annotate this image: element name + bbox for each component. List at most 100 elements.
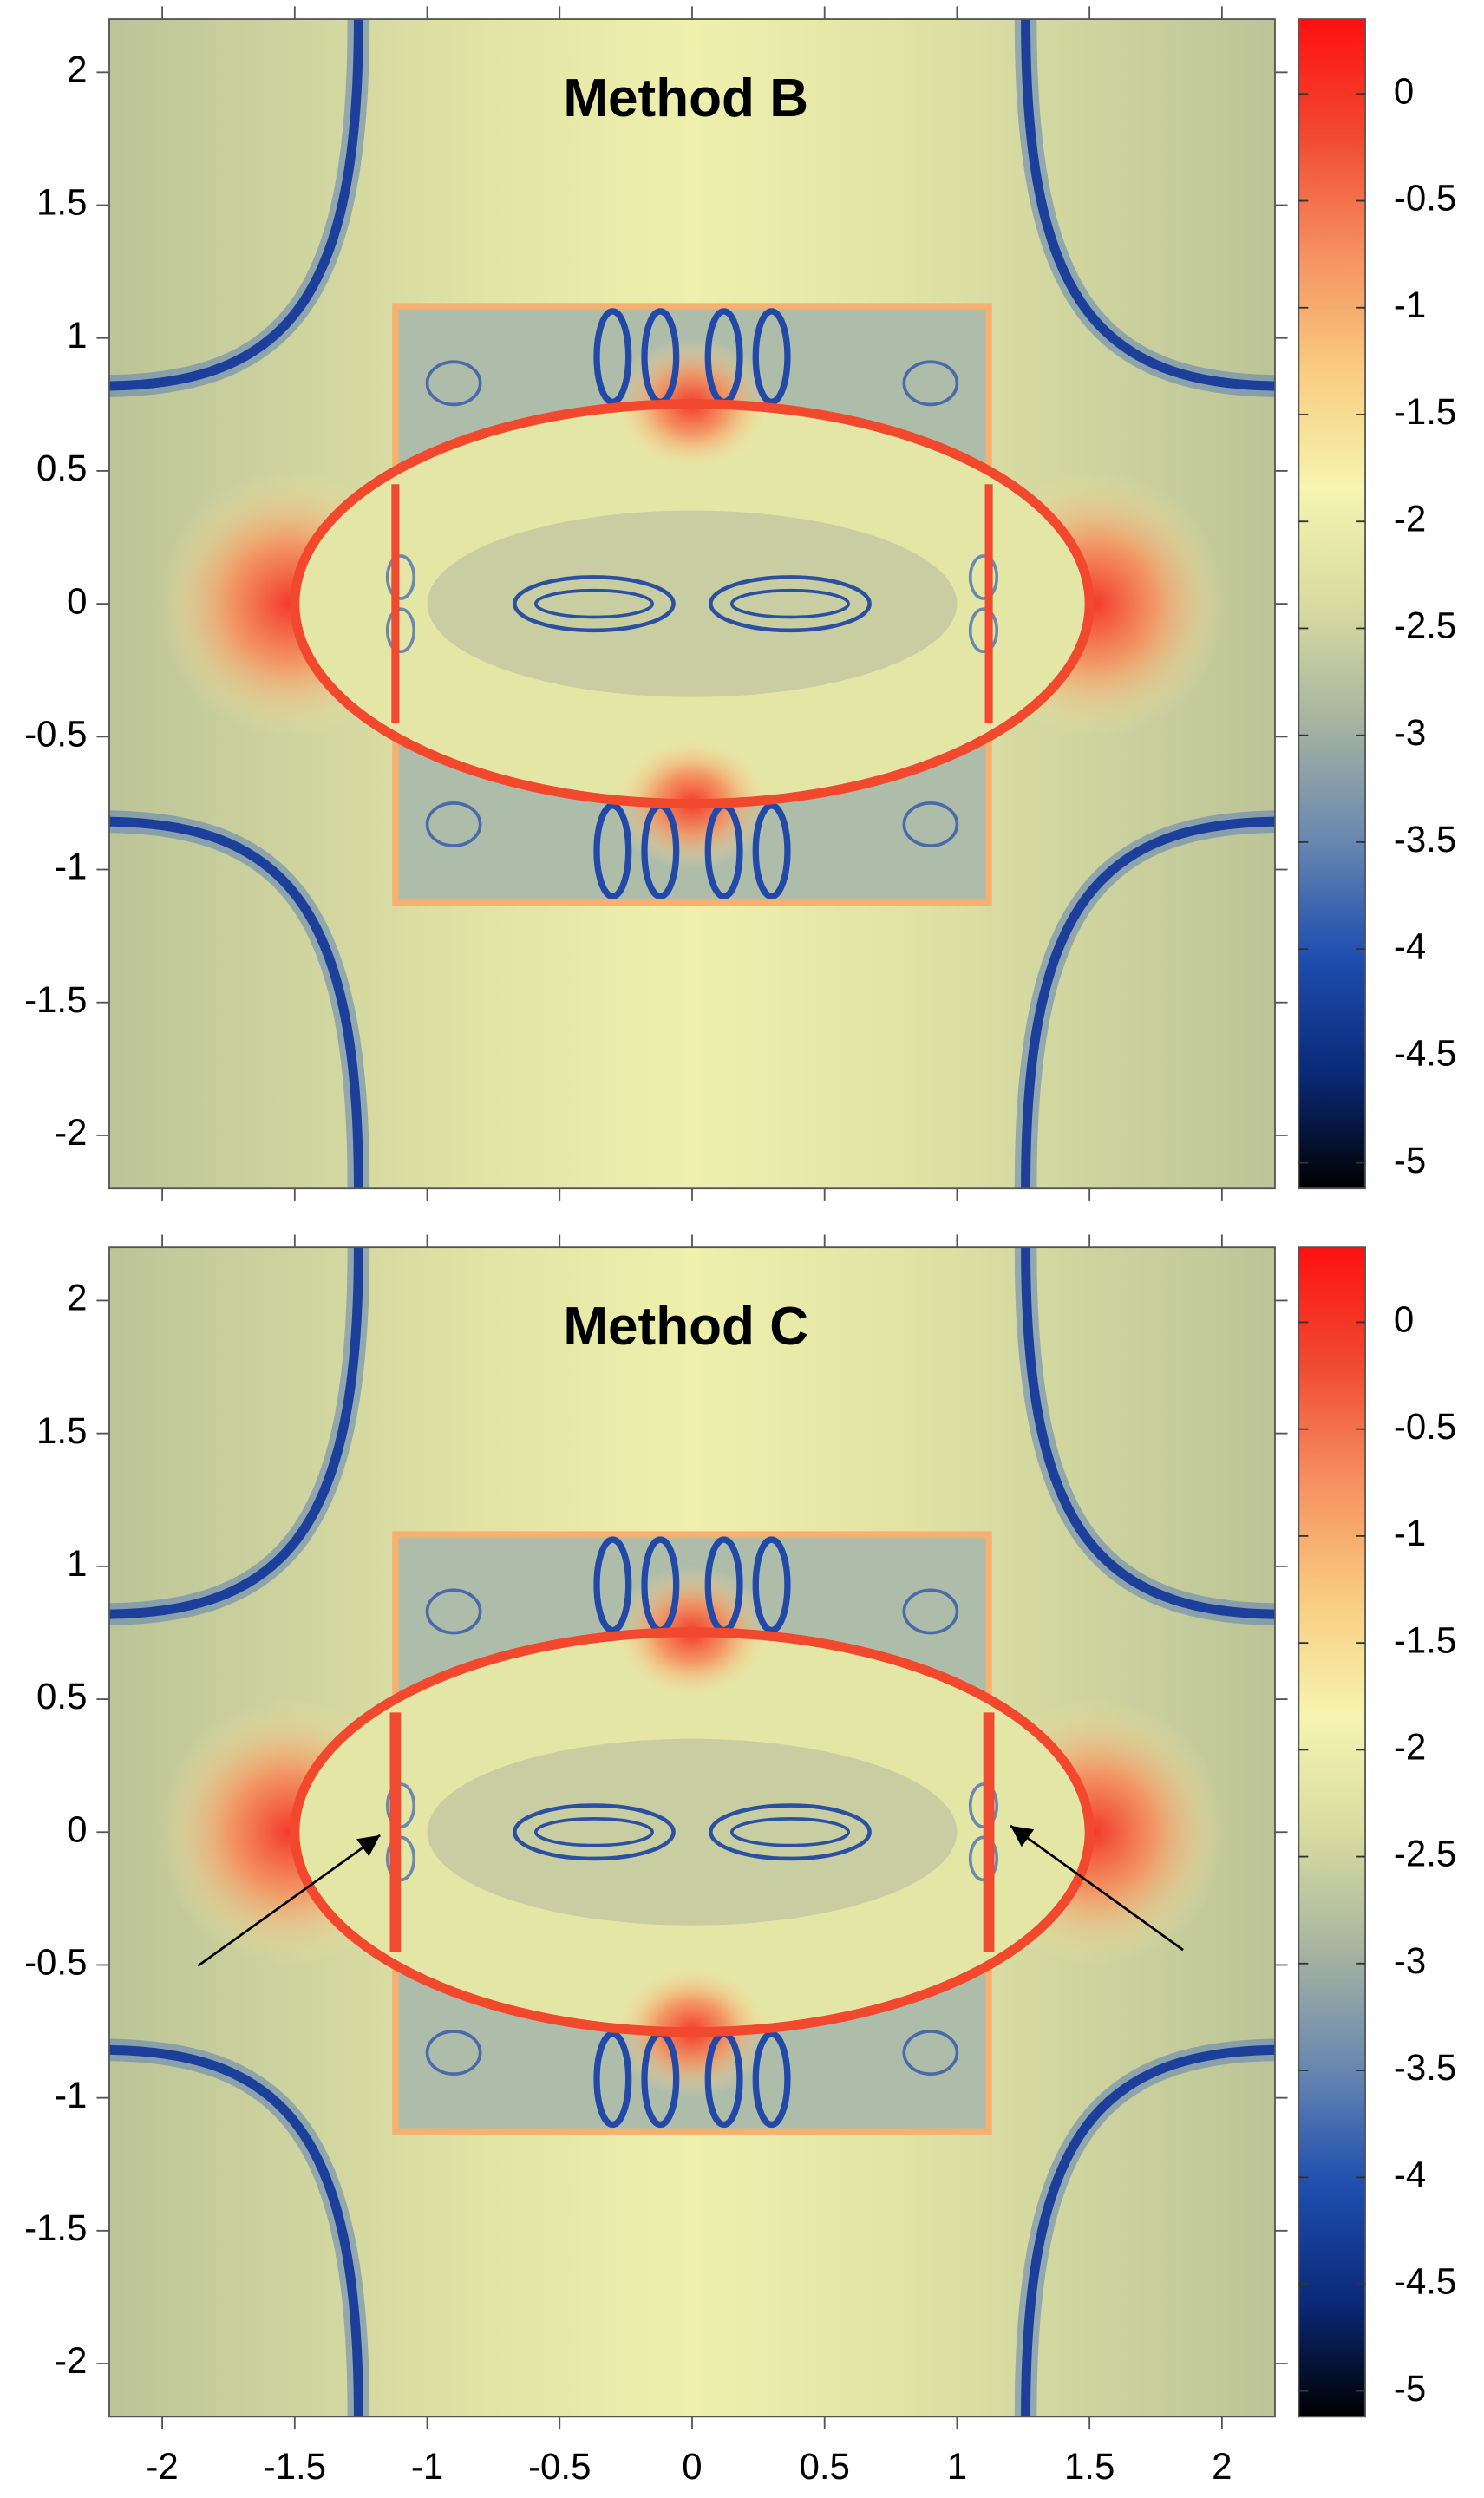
colorbar-tick-label: -1.5: [1394, 391, 1456, 432]
y-tick-label: 0.5: [36, 1676, 87, 1717]
minimum-curve: [108, 1247, 363, 1619]
colorbar-tick-label: -2.5: [1394, 605, 1456, 646]
y-tick-label: -0.5: [24, 1941, 87, 1982]
loop: [385, 554, 416, 600]
inner-ellipse-core: [427, 510, 958, 697]
colorbar-tick-label: -4.5: [1394, 1032, 1456, 1073]
colorbar-tick-label: -1.5: [1394, 1619, 1456, 1660]
loop: [729, 1817, 851, 1847]
loop: [425, 2030, 482, 2076]
loop: [593, 802, 632, 899]
loop: [425, 360, 482, 407]
loop: [425, 801, 482, 847]
loop: [902, 360, 959, 407]
minimum-curve: [108, 816, 363, 1189]
y-tick-label: 0: [67, 1808, 87, 1849]
x-tick-label: 0.5: [800, 2446, 850, 2487]
arrow: [197, 1834, 382, 1967]
loop: [533, 1817, 654, 1847]
y-tick-label: 2: [67, 49, 87, 89]
y-tick-label: 1: [67, 1543, 87, 1584]
loop: [752, 1536, 791, 1634]
y-tick-label: 0.5: [36, 448, 87, 488]
colorbar-tick-label: -3: [1394, 1940, 1426, 1981]
colorbar-tick-label: -1: [1394, 284, 1426, 325]
colorbar-tick-label: 0: [1394, 70, 1414, 111]
x-tick-label: -0.5: [528, 2446, 591, 2487]
colorbar-tick-label: -2: [1394, 1726, 1426, 1767]
ridge-ellipse: [290, 1627, 1095, 2037]
loop: [593, 308, 632, 406]
minimum-curve: [1021, 19, 1275, 391]
colorbar-tick-label: -4.5: [1394, 2261, 1456, 2302]
loop: [385, 607, 416, 654]
colorbar-tick-label: -3.5: [1394, 819, 1456, 860]
y-tick-label: -0.5: [24, 713, 87, 754]
panel-title: Method B: [563, 69, 808, 128]
loop: [593, 2030, 632, 2129]
colorbar-tick-label: -3: [1394, 712, 1426, 753]
panel: Method C -2 -1.5 -1 -0.5 0 0.5 1 1.5 2 -2 -1.5 -1 -0.…: [24, 1234, 1456, 2487]
loop: [709, 575, 872, 633]
minimum-curve: [108, 2044, 363, 2417]
loop: [752, 802, 791, 899]
colorbar-tick-label: -0.5: [1394, 178, 1456, 219]
loop: [513, 575, 676, 633]
loop: [752, 2030, 791, 2129]
loop: [513, 1803, 676, 1861]
x-tick-label: 2: [1212, 2446, 1232, 2487]
panel: Method B -2 -1.5 -1 -0.5 0 0.5 1 1.5 2 -5 -4.5 -4 -3.…: [24, 6, 1456, 1201]
colorbar-tick-label: -2.5: [1394, 1834, 1456, 1874]
minimum-curve: [1021, 2044, 1275, 2417]
colorbar-tick-label: -5: [1394, 1140, 1426, 1180]
colorbar-tick-label: -4: [1394, 925, 1426, 966]
colorbar-tick-label: -4: [1394, 2154, 1426, 2194]
minimum-curve: [1021, 1247, 1275, 1619]
inner-ellipse-core: [427, 1738, 958, 1926]
colorbar-tick-label: -0.5: [1394, 1406, 1456, 1447]
x-tick-label: 1: [947, 2446, 967, 2487]
loop: [729, 588, 851, 619]
x-tick-label: 1.5: [1064, 2446, 1115, 2487]
loop: [593, 1536, 632, 1634]
arrow: [1010, 1824, 1184, 1952]
colorbar-tick-label: -1: [1394, 1513, 1426, 1553]
heatmap-field: [108, 1247, 1275, 2417]
loop: [968, 607, 999, 654]
x-tick-label: -1: [411, 2446, 443, 2487]
loop: [709, 1803, 872, 1861]
y-tick-label: 1.5: [36, 1410, 87, 1451]
y-tick-label: -1: [55, 2075, 87, 2115]
y-tick-label: -2: [55, 2340, 87, 2381]
ridge-ellipse: [290, 399, 1095, 809]
loop: [425, 1588, 482, 1635]
y-tick-label: -1.5: [24, 2207, 87, 2248]
colorbar-tick-label: -3.5: [1394, 2047, 1456, 2088]
colorbar: [1298, 18, 1366, 1190]
panel-title: Method C: [563, 1297, 808, 1357]
loop: [902, 2030, 959, 2076]
y-tick-label: -1.5: [24, 979, 87, 1020]
loop: [902, 1588, 959, 1635]
y-tick-label: 2: [67, 1277, 87, 1318]
y-tick-label: 1.5: [36, 182, 87, 223]
colorbar-tick-label: -5: [1394, 2368, 1426, 2409]
y-tick-label: 0: [67, 580, 87, 621]
x-tick-label: -1.5: [264, 2446, 326, 2487]
loop: [533, 588, 654, 619]
y-tick-label: -1: [55, 847, 87, 887]
colorbar-tick-label: -2: [1394, 498, 1426, 539]
colorbar-tick-label: 0: [1394, 1298, 1414, 1339]
y-tick-label: 1: [67, 315, 87, 356]
loop: [902, 801, 959, 847]
heatmap-field: [108, 19, 1275, 1189]
minimum-curve: [108, 19, 363, 391]
x-tick-label: 0: [682, 2446, 702, 2487]
minimum-curve: [1021, 816, 1275, 1189]
x-tick-label: -2: [146, 2446, 178, 2487]
loop: [968, 554, 999, 600]
loop: [752, 308, 791, 406]
colorbar: [1298, 1246, 1366, 2418]
y-tick-label: -2: [55, 1112, 87, 1153]
